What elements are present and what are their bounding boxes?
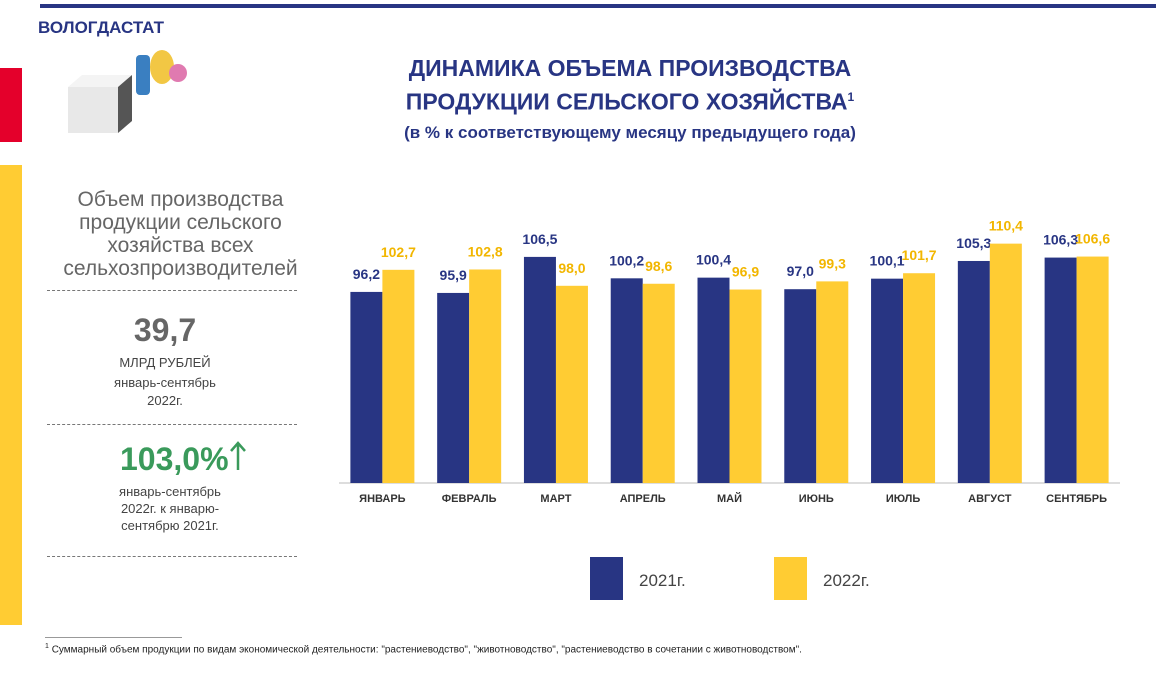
title-note: 1 (847, 90, 855, 104)
value-label: 99,3 (819, 255, 846, 271)
chart-title: ДИНАМИКА ОБЪЕМА ПРОИЗВОДСТВА ПРОДУКЦИИ СЕ… (330, 54, 930, 117)
footnote-rule (45, 637, 182, 638)
value-label: 105,3 (956, 235, 991, 251)
bar (903, 273, 936, 483)
x-tick-label: МАЙ (717, 492, 742, 505)
value-label: 102,8 (468, 243, 503, 259)
bar (697, 277, 730, 483)
total-value: 39,7 (133, 312, 197, 348)
bar (729, 289, 762, 483)
up-arrow (229, 441, 246, 470)
panel-heading: Объем производства продукции сельского х… (63, 188, 298, 280)
yellow-stripe (0, 165, 22, 625)
x-tick-label: ИЮЛЬ (886, 493, 921, 505)
footnote-text: Суммарный объем продукции по видам эконо… (51, 644, 802, 656)
divider (47, 424, 297, 425)
subtitle: (в % к соответствующему месяцу предыдуще… (404, 123, 856, 142)
value-label: 106,6 (1075, 231, 1110, 247)
title-line: ДИНАМИКА ОБЪЕМА ПРОИЗВОДСТВА (408, 55, 852, 81)
total-period: январь-сентябрь 2022г. (114, 375, 216, 408)
value-label: 98,0 (558, 260, 585, 276)
bar (642, 283, 675, 483)
title-line: ПРОДУКЦИИ СЕЛЬСКОГО ХОЗЯЙСТВА (405, 88, 848, 115)
x-tick-label: ЯНВАРЬ (359, 493, 406, 505)
x-tick-label: СЕНТЯБРЬ (1046, 493, 1107, 505)
red-stripe (0, 68, 22, 142)
legend-label: 2022г. (823, 571, 870, 590)
value-label: 96,2 (353, 266, 380, 282)
bar (1076, 256, 1109, 483)
bar (469, 269, 502, 483)
growth-row: 103,0% (120, 440, 247, 478)
value-label: 106,5 (522, 231, 557, 247)
bar (555, 285, 588, 483)
legend-swatch (774, 557, 807, 600)
bar (1044, 257, 1077, 483)
value-label: 96,9 (732, 264, 759, 280)
total-unit: МЛРД РУБЛЕЙ (119, 355, 211, 370)
value-label: 98,6 (645, 258, 672, 274)
bar (989, 243, 1022, 483)
bar (610, 278, 643, 483)
bar (816, 281, 849, 483)
value-label: 110,4 (989, 218, 1023, 234)
value-label: 100,2 (609, 252, 644, 268)
divider (47, 556, 297, 557)
x-tick-label: ФЕВРАЛЬ (442, 493, 497, 505)
legend-swatch (590, 557, 623, 600)
icon (68, 50, 187, 133)
footnote: 1 Суммарный объем продукции по видам эко… (45, 643, 802, 655)
value-label: 100,4 (696, 252, 731, 268)
x-tick-label: ИЮНЬ (799, 493, 834, 505)
bar (871, 278, 904, 483)
divider (47, 290, 297, 291)
value-label: 101,7 (902, 247, 937, 263)
x-tick-label: АПРЕЛЬ (620, 493, 666, 505)
bar (437, 292, 470, 483)
value-label: 97,0 (787, 263, 814, 279)
top-rule (40, 4, 1156, 8)
value-label: 100,1 (870, 253, 905, 269)
bar (382, 269, 415, 483)
bar (350, 291, 383, 483)
bar (523, 256, 556, 483)
value-label: 106,3 (1043, 232, 1078, 248)
bar (784, 289, 817, 483)
org-name: ВОЛОГДАСТАТ (38, 18, 164, 37)
legend-label: 2021г. (639, 571, 686, 590)
bar (957, 260, 990, 483)
x-tick-label: МАРТ (540, 493, 571, 505)
value-label: 95,9 (440, 267, 467, 283)
growth-note: январь-сентябрь 2022г. к январю-сентябрю… (119, 484, 221, 533)
x-tick-label: АВГУСТ (968, 493, 1012, 505)
growth-value: 103,0% (120, 441, 229, 477)
value-label: 102,7 (381, 244, 416, 260)
footnote-mark: 1 (45, 643, 49, 650)
